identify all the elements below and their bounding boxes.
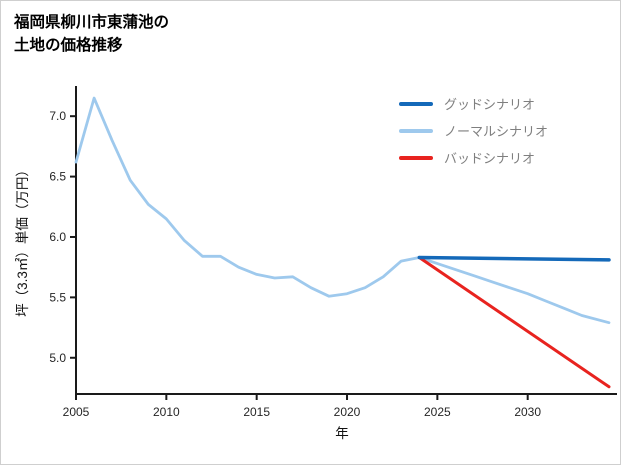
chart-title-line-1: 福岡県柳川市東蒲池の (14, 14, 170, 31)
chart-title-line-2: 土地の価格推移 (14, 37, 123, 55)
legend-swatch-bad-scenario (399, 155, 433, 160)
x-tick-label: 2010 (153, 405, 180, 419)
y-tick-label: 5.0 (49, 351, 66, 365)
legend-item-good-scenario: グッドシナリオ (399, 95, 548, 112)
x-axis-label: 年 (335, 426, 349, 441)
legend-item-normal-scenario: ノーマルシナリオ (399, 122, 548, 139)
x-tick-label: 2020 (334, 405, 361, 419)
x-tick-label: 2015 (243, 405, 270, 419)
x-tick-label: 2030 (514, 405, 541, 419)
legend-swatch-normal-scenario (399, 128, 433, 133)
chart-title: 福岡県柳川市東蒲池の 土地の価格推移 (14, 11, 169, 58)
legend-label-bad-scenario: バッドシナリオ (444, 151, 536, 166)
series-line-バッドシナリオ (417, 256, 611, 389)
y-tick-label: 7.0 (49, 109, 66, 123)
legend-label-normal-scenario: ノーマルシナリオ (444, 124, 549, 139)
legend-item-bad-scenario: バッドシナリオ (399, 149, 548, 166)
legend-swatch-good-scenario (399, 101, 433, 106)
chart-generated-layer: 2005 2010 2015 2020 2025 2030 5.0 5.5 6.0 6.5 7.0 (49, 86, 617, 419)
x-tick-label: 2025 (424, 405, 451, 419)
y-tick-label: 6.0 (49, 230, 66, 244)
series-line-ノーマルシナリオ (74, 96, 611, 325)
y-tick-label: 5.5 (49, 290, 66, 304)
legend-label-good-scenario: グッドシナリオ (444, 97, 536, 112)
x-tick-label: 2005 (63, 405, 90, 419)
legend: グッドシナリオ ノーマルシナリオ バッドシナリオ (399, 95, 548, 166)
y-tick-label: 6.5 (49, 170, 66, 184)
series-line-グッドシナリオ (417, 255, 611, 262)
y-axis-label: 坪（3.3㎡）単価（万円） (15, 163, 30, 317)
